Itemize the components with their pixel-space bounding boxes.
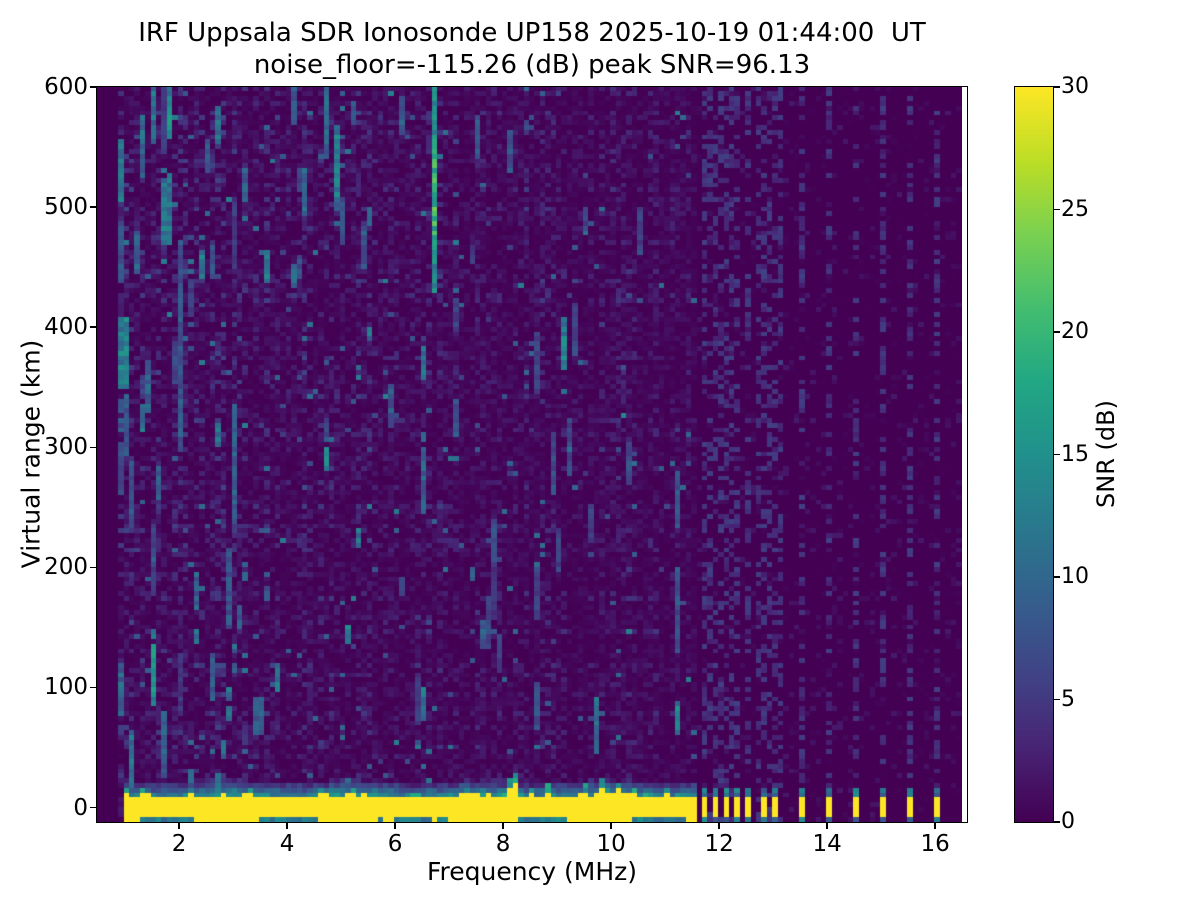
- y-tick-label: 200: [44, 554, 88, 581]
- y-tick: [90, 326, 96, 328]
- colorbar-tick: [1054, 698, 1060, 701]
- y-tick: [90, 206, 96, 208]
- x-tick: [934, 823, 936, 829]
- x-tick-label: 8: [495, 831, 511, 857]
- x-tick: [286, 823, 288, 829]
- colorbar-tick: [1054, 453, 1060, 456]
- y-axis-label: Virtual range (km): [16, 339, 46, 569]
- colorbar-tick: [1054, 576, 1060, 578]
- chart-subtitle: noise_floor=-115.26 (dB) peak SNR=96.13: [253, 50, 811, 80]
- x-tick: [826, 823, 828, 829]
- y-tick-label: 100: [44, 674, 88, 701]
- x-tick-label: 14: [812, 831, 842, 857]
- colorbar-tick-label: 30: [1061, 74, 1089, 99]
- y-tick: [90, 566, 96, 569]
- colorbar-tick-label: 0: [1061, 809, 1075, 834]
- colorbar: [1014, 86, 1054, 823]
- colorbar-tick: [1054, 208, 1060, 211]
- y-tick-label: 600: [44, 74, 88, 100]
- colorbar-label: SNR (dB): [1092, 400, 1120, 508]
- colorbar-tick-label: 15: [1061, 441, 1089, 467]
- x-tick-label: 4: [279, 831, 295, 857]
- x-tick: [502, 823, 504, 829]
- x-tick-label: 12: [704, 831, 734, 857]
- colorbar-tick-label: 20: [1061, 319, 1089, 344]
- y-tick-label: 500: [44, 194, 88, 221]
- colorbar-tick-label: 5: [1061, 686, 1075, 712]
- y-tick: [90, 686, 96, 689]
- colorbar-tick-label: 25: [1061, 196, 1089, 222]
- x-tick-label: 10: [596, 831, 626, 857]
- x-axis-label: Frequency (MHz): [426, 857, 638, 886]
- heatmap-canvas: [97, 87, 962, 822]
- colorbar-tick: [1054, 331, 1060, 333]
- chart-title: IRF Uppsala SDR Ionosonde UP158 2025-10-…: [138, 18, 926, 48]
- y-tick: [90, 446, 96, 449]
- y-tick: [90, 806, 96, 809]
- x-tick-label: 6: [387, 831, 403, 857]
- y-tick-label: 0: [73, 794, 88, 821]
- x-tick: [178, 823, 180, 829]
- colorbar-tick: [1054, 86, 1060, 88]
- x-tick-label: 16: [920, 831, 950, 857]
- y-tick-label: 300: [44, 434, 88, 461]
- colorbar-tick-label: 10: [1061, 564, 1089, 589]
- x-tick-label: 2: [171, 831, 187, 857]
- x-tick: [718, 823, 720, 829]
- x-tick: [610, 823, 612, 829]
- plot-area: [96, 86, 968, 823]
- colorbar-canvas: [1015, 87, 1053, 822]
- x-tick: [394, 823, 396, 829]
- y-tick: [90, 86, 96, 88]
- y-tick-label: 400: [44, 314, 88, 341]
- colorbar-tick: [1054, 821, 1060, 823]
